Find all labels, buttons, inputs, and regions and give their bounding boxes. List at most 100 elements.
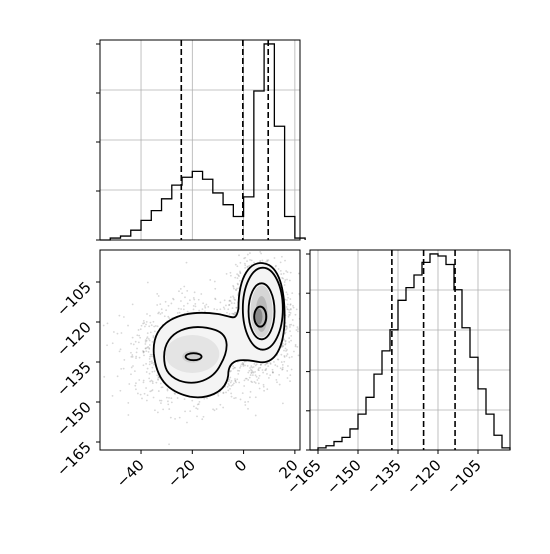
joint-sample-point [155, 381, 158, 384]
joint-sample-point [245, 377, 248, 380]
joint-sample-point [133, 370, 136, 373]
joint-sample-point [213, 409, 216, 412]
joint-sample-point [233, 302, 236, 305]
joint-sample-point [151, 340, 154, 343]
joint-sample-point [253, 381, 256, 383]
joint-sample-point [254, 219, 256, 221]
joint-sample-point [289, 303, 292, 306]
joint-sample-point [279, 228, 281, 230]
joint-sample-point [143, 392, 146, 395]
joint-sample-point [151, 389, 154, 391]
joint-sample-point [266, 362, 269, 365]
joint-sample-point [278, 374, 281, 376]
joint-content [102, 218, 306, 446]
joint-sample-point [291, 355, 293, 358]
joint-sample-point [145, 387, 147, 389]
joint-sample-point [138, 379, 141, 381]
joint-sample-point [231, 307, 234, 310]
joint-sample-point [288, 309, 291, 311]
joint-ytick-label: −165 [53, 438, 95, 480]
joint-sample-point [150, 324, 153, 327]
joint-sample-point [234, 263, 237, 266]
joint-sample-point [251, 243, 253, 245]
joint-sample-point [170, 401, 173, 404]
joint-sample-point [225, 304, 227, 307]
joint-sample-point [255, 363, 258, 366]
joint-sample-point [229, 300, 232, 303]
joint-sample-point [131, 355, 134, 358]
joint-sample-point [145, 371, 148, 373]
joint-sample-point [186, 289, 189, 292]
joint-sample-point [148, 347, 150, 349]
joint-sample-point [178, 290, 180, 293]
joint-sample-point [192, 297, 195, 299]
joint-sample-point [160, 308, 163, 311]
joint-sample-point [277, 358, 280, 361]
joint-sample-point [239, 272, 242, 275]
x-marginal-panel [96, 39, 306, 241]
joint-sample-point [286, 353, 289, 355]
joint-sample-point [265, 261, 267, 263]
joint-sample-point [254, 396, 257, 399]
joint-sample-point [286, 293, 289, 296]
joint-sample-point [197, 403, 200, 405]
joint-sample-point [249, 396, 251, 399]
joint-sample-point [295, 308, 298, 311]
joint-sample-point [242, 363, 245, 366]
joint-sample-point [261, 369, 264, 371]
joint-sample-point [292, 304, 294, 307]
joint-sample-point [284, 329, 287, 332]
joint-sample-point [184, 296, 186, 299]
joint-sample-point [285, 325, 288, 328]
joint-sample-point [250, 371, 253, 374]
joint-sample-point [259, 366, 262, 369]
joint-sample-point [186, 302, 189, 305]
joint-sample-point [144, 347, 147, 350]
joint-sample-point [234, 366, 236, 369]
joint-sample-point [228, 384, 231, 387]
joint-sample-point [180, 308, 183, 310]
joint-sample-point [232, 285, 235, 288]
joint-sample-point [149, 355, 151, 358]
joint-sample-point [132, 365, 134, 367]
joint-sample-point [131, 354, 134, 356]
joint-sample-point [219, 308, 222, 311]
joint-sample-point [230, 392, 233, 395]
joint-sample-point [130, 351, 132, 354]
joint-sample-point [229, 381, 232, 384]
joint-sample-point [138, 334, 141, 337]
joint-sample-point [186, 310, 189, 313]
joint-sample-point [288, 311, 291, 314]
joint-sample-point [118, 314, 121, 317]
joint-sample-point [196, 403, 199, 406]
joint-sample-point [261, 259, 264, 262]
joint-sample-point [204, 310, 206, 313]
joint-sample-point [111, 395, 114, 397]
joint-sample-point [157, 390, 160, 392]
joint-sample-point [130, 342, 132, 345]
joint-sample-point [251, 366, 254, 369]
joint-sample-point [251, 374, 254, 377]
joint-sample-point [284, 340, 287, 343]
joint-sample-point [271, 247, 273, 249]
joint-sample-point [246, 365, 249, 367]
joint-sample-point [160, 399, 163, 402]
joint-sample-point [249, 367, 251, 369]
joint-sample-point [184, 410, 186, 413]
joint-sample-point [284, 347, 287, 350]
joint-sample-point [272, 371, 274, 374]
joint-sample-point [304, 327, 306, 329]
joint-sample-point [243, 262, 246, 265]
joint-sample-point [280, 273, 283, 275]
joint-sample-point [226, 385, 229, 388]
joint-sample-point [138, 356, 141, 359]
joint-sample-point [192, 405, 195, 408]
joint-sample-point [172, 297, 174, 300]
joint-sample-point [303, 355, 305, 357]
joint-sample-point [239, 261, 242, 264]
joint-sample-point [116, 375, 119, 378]
joint-sample-point [241, 218, 243, 220]
joint-sample-point [254, 374, 257, 377]
joint-sample-point [235, 381, 237, 384]
joint-sample-point [288, 279, 291, 282]
